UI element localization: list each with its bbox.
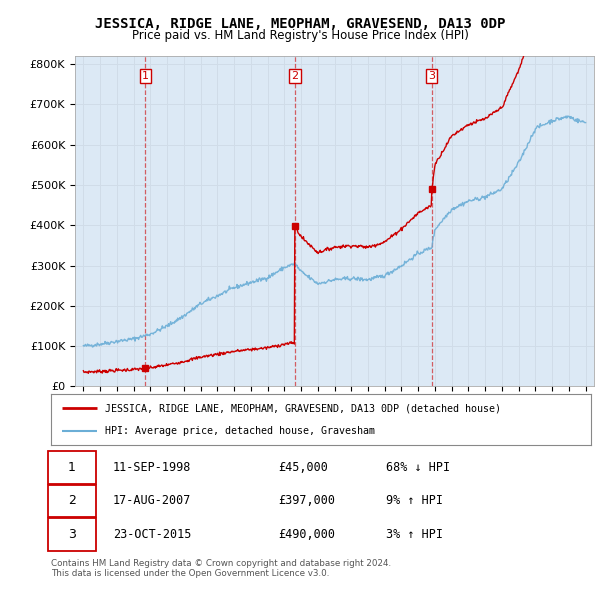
Text: £397,000: £397,000 [278, 494, 335, 507]
FancyBboxPatch shape [49, 484, 96, 517]
Text: Price paid vs. HM Land Registry's House Price Index (HPI): Price paid vs. HM Land Registry's House … [131, 30, 469, 42]
Text: 23-OCT-2015: 23-OCT-2015 [113, 528, 191, 541]
Text: This data is licensed under the Open Government Licence v3.0.: This data is licensed under the Open Gov… [51, 569, 329, 578]
Text: £45,000: £45,000 [278, 461, 328, 474]
Text: £490,000: £490,000 [278, 528, 335, 541]
FancyBboxPatch shape [49, 451, 96, 484]
Text: 3: 3 [428, 71, 435, 81]
Text: 1: 1 [142, 71, 149, 81]
Text: 3: 3 [68, 528, 76, 541]
Text: 3% ↑ HPI: 3% ↑ HPI [386, 528, 443, 541]
Text: HPI: Average price, detached house, Gravesham: HPI: Average price, detached house, Grav… [105, 426, 375, 436]
Text: 2: 2 [291, 71, 298, 81]
Text: 17-AUG-2007: 17-AUG-2007 [113, 494, 191, 507]
Text: 11-SEP-1998: 11-SEP-1998 [113, 461, 191, 474]
Text: JESSICA, RIDGE LANE, MEOPHAM, GRAVESEND, DA13 0DP: JESSICA, RIDGE LANE, MEOPHAM, GRAVESEND,… [95, 17, 505, 31]
Text: 9% ↑ HPI: 9% ↑ HPI [386, 494, 443, 507]
Text: Contains HM Land Registry data © Crown copyright and database right 2024.: Contains HM Land Registry data © Crown c… [51, 559, 391, 568]
FancyBboxPatch shape [49, 518, 96, 550]
Text: 68% ↓ HPI: 68% ↓ HPI [386, 461, 450, 474]
Text: JESSICA, RIDGE LANE, MEOPHAM, GRAVESEND, DA13 0DP (detached house): JESSICA, RIDGE LANE, MEOPHAM, GRAVESEND,… [105, 403, 501, 413]
Text: 1: 1 [68, 461, 76, 474]
Text: 2: 2 [68, 494, 76, 507]
